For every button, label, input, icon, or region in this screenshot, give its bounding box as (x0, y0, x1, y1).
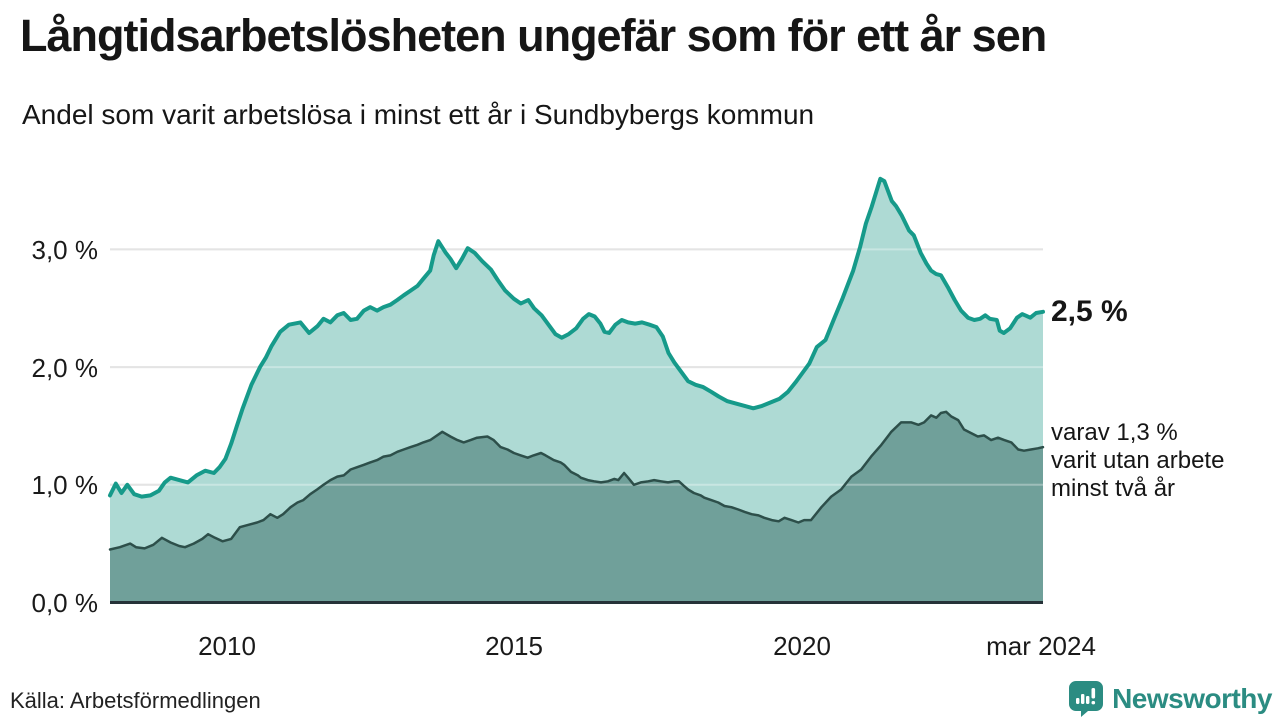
secondary-annotation-line-2: varit utan arbete (1051, 447, 1225, 474)
secondary-series-annotation: varav 1,3 % varit utan arbete minst två … (1051, 419, 1224, 503)
page-subtitle: Andel som varit arbetslösa i minst ett å… (22, 99, 815, 130)
line-total-one-year (108, 176, 1045, 499)
y-tick-label-2: 2,0 % (31, 353, 99, 383)
line-two-years (108, 410, 1045, 551)
newsworthy-logo-text: Newsworthy (1112, 683, 1272, 714)
x-tick-label-2020: 2020 (773, 631, 831, 661)
newsworthy-logo-icon (1069, 681, 1104, 717)
secondary-annotation-line-1: varav 1,3 % (1051, 419, 1178, 446)
source-credit: Källa: Arbetsförmedlingen (10, 688, 261, 713)
x-tick-label-2015: 2015 (485, 631, 543, 661)
latest-value-annotation: 2,5 % (1051, 295, 1128, 328)
brand-logo: Newsworthy (1069, 681, 1272, 717)
page-title: Långtidsarbetslösheten ungefär som för e… (20, 10, 1047, 61)
y-tick-label-1: 1,0 % (31, 470, 99, 500)
y-tick-label-3: 3,0 % (31, 235, 99, 265)
secondary-annotation-line-3: minst två år (1051, 475, 1176, 502)
x-tick-label-2010: 2010 (198, 631, 256, 661)
x-tick-label-mar-2024: mar 2024 (986, 631, 1096, 661)
y-tick-label-0: 0,0 % (31, 588, 99, 618)
area-two-years (110, 411, 1043, 603)
